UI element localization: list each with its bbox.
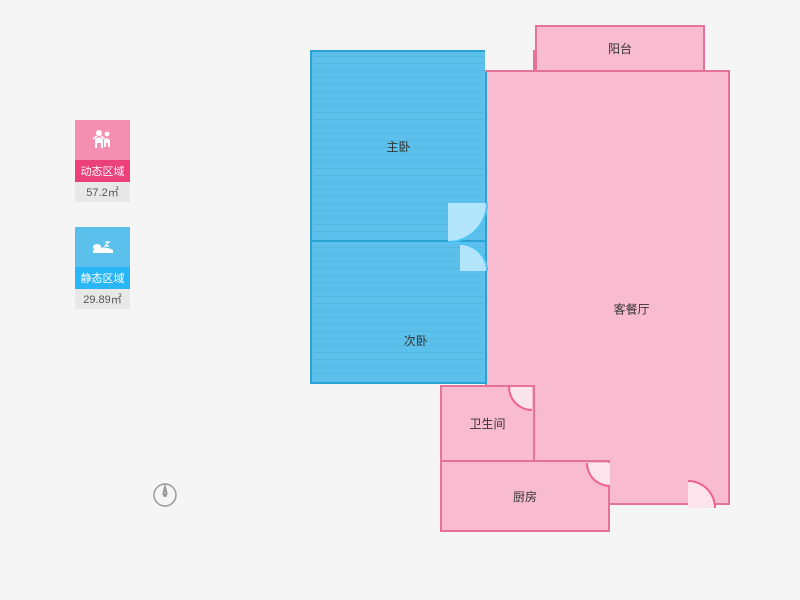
label-bathroom: 卫生间 [469,415,505,432]
legend-static-label: 静态区域 [75,267,130,289]
label-master: 主卧 [386,138,410,155]
legend-dynamic-value: 57.2㎡ [75,182,130,202]
legend-dynamic: 动态区域 57.2㎡ [75,120,130,202]
legend-static: 静态区域 29.89㎡ [75,227,130,309]
label-second: 次卧 [404,332,428,349]
room-kitchen: 厨房 [440,460,610,532]
people-icon [75,120,130,160]
sleep-icon [75,227,130,267]
legend-dynamic-label: 动态区域 [75,160,130,182]
legend-panel: 动态区域 57.2㎡ 静态区域 29.89㎡ [75,120,130,334]
wall-notch [485,50,535,72]
compass-icon [150,480,180,510]
label-balcony: 阳台 [608,40,632,57]
legend-static-value: 29.89㎡ [75,289,130,309]
texture [314,244,483,380]
label-kitchen: 厨房 [513,488,537,505]
label-living: 客餐厅 [614,301,650,318]
room-balcony: 阳台 [535,25,705,72]
floorplan: 客餐厅 阳台 主卧 次卧 卫生间 厨房 [310,25,730,555]
